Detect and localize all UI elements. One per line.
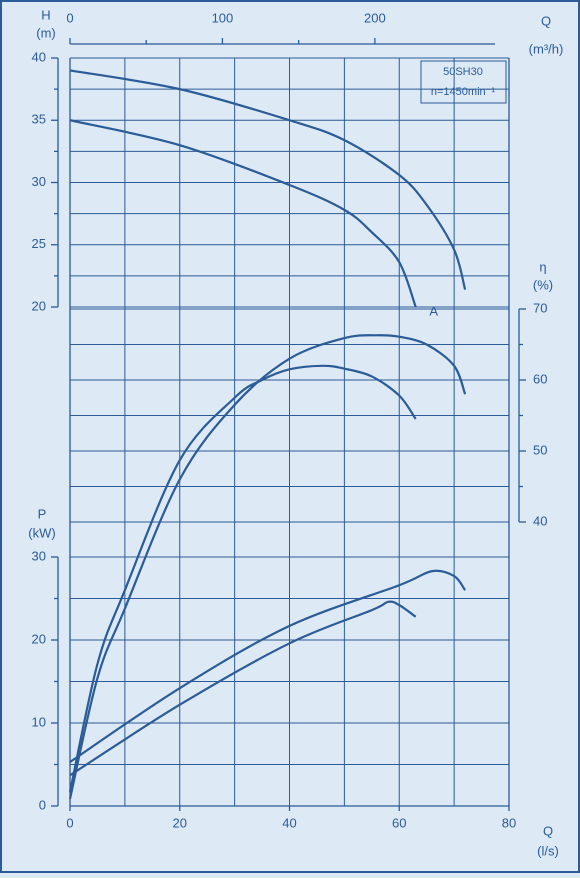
x2-tick-label: 0 <box>66 10 73 25</box>
y3-tick-label: 10 <box>32 714 46 729</box>
x-label: Q <box>543 823 553 838</box>
x2-unit: (m³/h) <box>529 41 564 56</box>
curve <box>68 334 467 800</box>
x-tick-label: 40 <box>282 815 296 830</box>
curve <box>69 119 417 308</box>
x2-label: Q <box>541 13 551 28</box>
curve <box>69 69 467 290</box>
y-tick-label: 30 <box>32 174 46 189</box>
curve-label: A <box>429 303 438 318</box>
x-tick-label: 60 <box>392 815 406 830</box>
x2-tick-label: 100 <box>212 10 234 25</box>
y2-unit: (%) <box>533 277 553 292</box>
x-unit: (l/s) <box>537 843 559 858</box>
y-label: H <box>41 7 50 22</box>
curve <box>69 569 467 763</box>
y2-tick-label: 50 <box>533 442 547 457</box>
info-box <box>420 60 507 104</box>
model: 50SH30 <box>443 66 483 78</box>
y3-tick-label: 30 <box>32 548 46 563</box>
y2-tick-label: 60 <box>533 371 547 386</box>
curve <box>68 364 417 793</box>
x2-tick-label: 200 <box>364 10 386 25</box>
y-tick-label: 40 <box>32 49 46 64</box>
curve <box>69 600 417 777</box>
x-tick-label: 20 <box>173 815 187 830</box>
y3-tick-label: 0 <box>39 797 46 812</box>
y2-label: η <box>539 259 546 274</box>
y2-tick-label: 40 <box>533 513 547 528</box>
speed: n=1450min⁻¹ <box>431 86 496 98</box>
x-tick-label: 80 <box>502 815 516 830</box>
y-unit: (m) <box>36 25 56 40</box>
y3-tick-label: 20 <box>32 631 46 646</box>
y-tick-label: 25 <box>32 236 46 251</box>
y3-label: P <box>38 506 47 521</box>
y2-tick-label: 70 <box>533 300 547 315</box>
x-tick-label: 0 <box>66 815 73 830</box>
y3-unit: (kW) <box>28 525 55 540</box>
y-tick-label: 35 <box>32 112 46 127</box>
y-tick-label: 20 <box>32 298 46 313</box>
